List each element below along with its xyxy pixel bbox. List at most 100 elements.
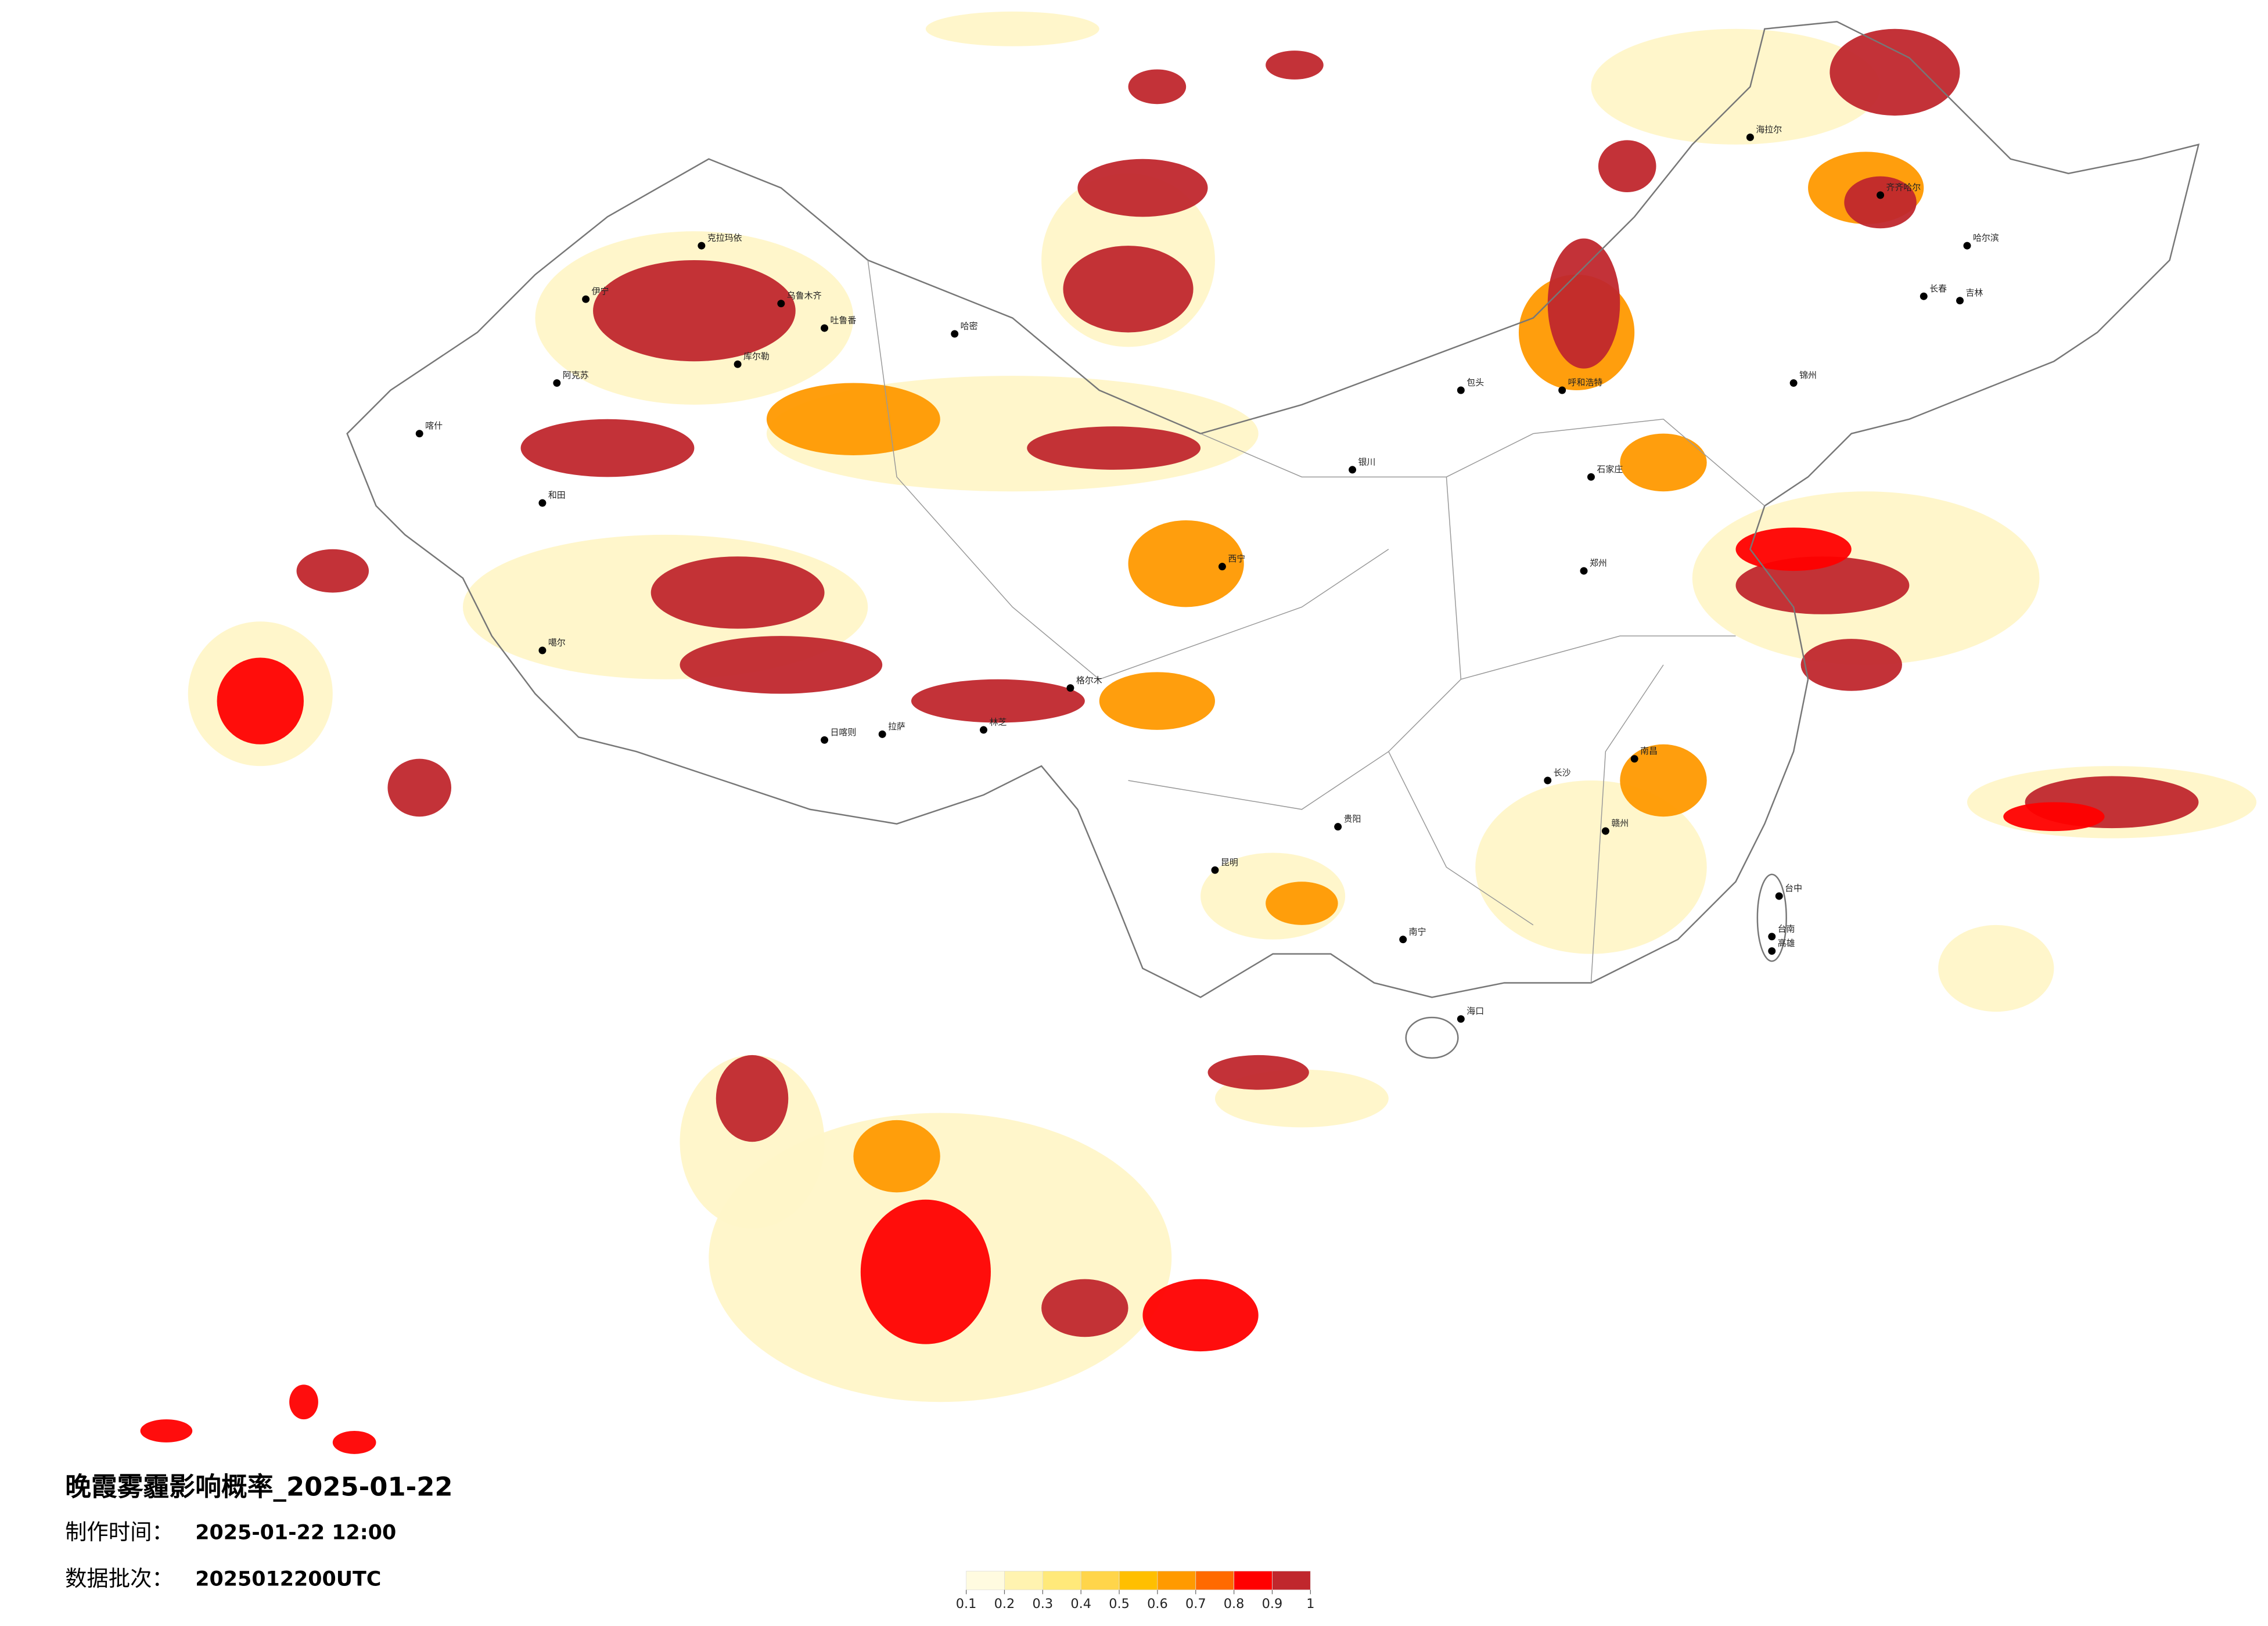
haze-area xyxy=(1591,28,1881,145)
haze-area xyxy=(1800,639,1902,691)
haze-layer xyxy=(140,11,2257,1454)
haze-area xyxy=(1041,1279,1128,1337)
legend-swatch xyxy=(1004,1571,1043,1591)
city-dot xyxy=(1349,466,1357,474)
batch-value: 2025012200UTC xyxy=(195,1567,381,1591)
city-label: 台中 xyxy=(1785,883,1802,894)
map-title: 晚霞雾霾影响概率_2025-01-22 xyxy=(65,1472,453,1502)
city-dot xyxy=(582,295,590,303)
legend-tick-label: 0.4 xyxy=(1070,1596,1091,1611)
haze-area xyxy=(766,383,940,455)
taiwan-outline xyxy=(1756,873,1787,962)
city-label: 包头 xyxy=(1467,377,1484,388)
city-dot xyxy=(1963,242,1971,250)
haze-area xyxy=(140,1419,193,1442)
haze-area xyxy=(2003,802,2105,832)
city-label: 海拉尔 xyxy=(1756,124,1782,135)
city-dot xyxy=(1877,191,1885,199)
city-label: 台南 xyxy=(1778,923,1795,934)
haze-area xyxy=(716,1055,789,1142)
haze-area xyxy=(925,11,1099,46)
city-label: 石家庄 xyxy=(1597,464,1623,474)
legend-swatch xyxy=(1042,1571,1081,1591)
production-time-value: 2025-01-22 12:00 xyxy=(195,1521,396,1545)
haze-area xyxy=(1620,744,1707,817)
city-label: 吉林 xyxy=(1965,287,1983,298)
haze-area xyxy=(1598,140,1656,193)
city-label: 拉萨 xyxy=(888,721,905,732)
legend-swatch xyxy=(1195,1571,1234,1591)
haze-area xyxy=(1063,246,1194,333)
city-label: 哈尔滨 xyxy=(1973,233,1999,243)
city-label: 郑州 xyxy=(1590,558,1607,569)
city-label: 乌鲁木齐 xyxy=(787,290,822,301)
haze-area xyxy=(520,419,695,477)
city-dot xyxy=(1768,947,1776,955)
haze-area xyxy=(1077,159,1208,217)
legend-swatch xyxy=(1119,1571,1158,1591)
province-border xyxy=(867,260,1765,983)
haze-area xyxy=(1099,672,1215,730)
haze-area xyxy=(1128,520,1244,607)
city-dot xyxy=(1544,776,1552,785)
haze-area xyxy=(1027,426,1201,470)
haze-area xyxy=(289,1384,318,1420)
batch-label: 数据批次： xyxy=(65,1566,174,1591)
legend-swatch xyxy=(1157,1571,1196,1591)
haze-area xyxy=(1620,433,1707,492)
city-dot xyxy=(698,242,706,250)
city-dot xyxy=(1334,823,1342,831)
city-dot xyxy=(1775,892,1783,900)
city-label: 锦州 xyxy=(1799,370,1817,380)
haze-area xyxy=(1844,176,1917,229)
city-label: 伊宁 xyxy=(592,286,609,297)
legend-swatch xyxy=(966,1571,1005,1591)
country-border xyxy=(346,21,2200,998)
city-dot xyxy=(1789,379,1798,387)
city-label: 和田 xyxy=(548,490,566,501)
legend-tick-label: 0.3 xyxy=(1033,1596,1054,1611)
city-dot xyxy=(821,324,829,332)
city-label: 南昌 xyxy=(1640,746,1658,756)
city-dot xyxy=(1580,567,1588,575)
legend-tick-label: 0.9 xyxy=(1262,1596,1283,1611)
city-label: 海口 xyxy=(1467,1006,1484,1016)
hainan-outline xyxy=(1405,1016,1459,1059)
haze-area xyxy=(860,1199,991,1344)
legend: 0.1 0.2 0.3 0.4 0.5 0.6 0.7 0.8 0.9 1 xyxy=(956,1571,1314,1611)
city-dot xyxy=(1211,866,1219,874)
city-dot xyxy=(538,499,547,507)
city-dot xyxy=(777,300,785,308)
city-dot xyxy=(1587,473,1595,481)
city-dot xyxy=(1601,827,1609,835)
city-label: 长春 xyxy=(1929,283,1947,294)
haze-area xyxy=(1266,882,1338,925)
city-dot xyxy=(1066,684,1074,692)
city-label: 呼和浩特 xyxy=(1568,377,1603,388)
city-label: 噶尔 xyxy=(548,638,566,648)
city-dot xyxy=(734,360,742,368)
city-dot xyxy=(538,646,547,654)
city-dot xyxy=(821,736,829,744)
legend-swatch xyxy=(1272,1571,1311,1591)
city-label: 高雄 xyxy=(1778,938,1795,948)
city-label: 西宁 xyxy=(1228,553,1245,564)
haze-area xyxy=(911,679,1085,723)
city-label: 长沙 xyxy=(1554,768,1571,778)
haze-area xyxy=(217,657,304,744)
haze-area xyxy=(1128,69,1187,105)
city-label: 银川 xyxy=(1358,456,1376,467)
haze-area xyxy=(1142,1279,1259,1352)
haze-area xyxy=(1735,527,1852,571)
city-label: 昆明 xyxy=(1221,857,1238,868)
city-label: 贵阳 xyxy=(1344,814,1361,824)
city-dot xyxy=(1746,133,1754,141)
city-label: 南宁 xyxy=(1409,926,1426,937)
haze-area xyxy=(593,260,796,362)
city-dot xyxy=(1630,755,1638,763)
haze-area xyxy=(387,758,452,817)
legend-tick-label: 0.7 xyxy=(1185,1596,1206,1611)
